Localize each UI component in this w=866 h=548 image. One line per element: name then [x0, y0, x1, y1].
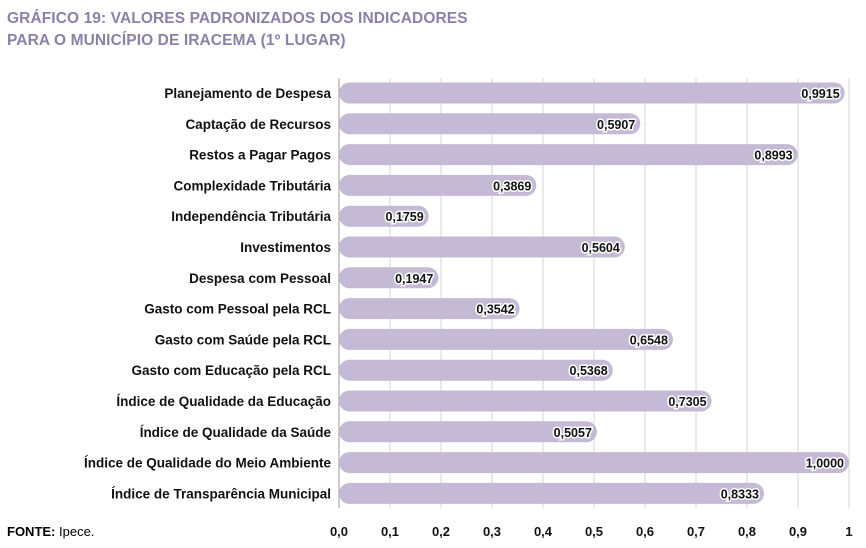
- data-label: 0,7305: [668, 395, 706, 409]
- category-label: Despesa com Pessoal: [189, 271, 331, 286]
- chart-title: GRÁFICO 19: VALORES PADRONIZADOS DOS IND…: [7, 8, 468, 52]
- x-tick-label: 1: [845, 524, 852, 539]
- bar: [339, 328, 673, 350]
- bar: [339, 174, 537, 196]
- category-label: Investimentos: [240, 240, 331, 255]
- data-label: 0,6548: [630, 333, 668, 347]
- bar: [339, 298, 520, 320]
- bar: [339, 82, 845, 104]
- data-label: 0,8333: [721, 487, 759, 501]
- x-tick-label: 0,0: [330, 524, 348, 539]
- category-label: Captação de Recursos: [185, 117, 331, 132]
- data-label: 0,5604: [582, 241, 620, 255]
- category-label: Complexidade Tributária: [173, 178, 331, 193]
- x-tick-label: 0,4: [534, 524, 553, 539]
- bar: [339, 205, 429, 227]
- category-label: Gasto com Educação pela RCL: [131, 363, 331, 378]
- category-label: Índice de Qualidade da Saúde: [140, 425, 332, 440]
- x-tick-label: 0,9: [789, 524, 807, 539]
- data-label: 0,5057: [554, 426, 592, 440]
- bar: [339, 236, 625, 258]
- source-text: Ipece.: [55, 524, 95, 539]
- source-label: FONTE:: [7, 524, 56, 539]
- data-label: 0,5907: [597, 118, 635, 132]
- category-label: Gasto com Saúde pela RCL: [155, 332, 331, 347]
- x-tick-label: 0,5: [585, 524, 603, 539]
- bar: [339, 421, 597, 443]
- data-label: 0,5368: [570, 364, 608, 378]
- category-label: Gasto com Pessoal pela RCL: [144, 302, 331, 317]
- title-line-2: PARA O MUNICÍPIO DE IRACEMA (1º LUGAR): [7, 32, 346, 49]
- category-label: Planejamento de Despesa: [164, 86, 331, 101]
- data-label: 0,8993: [754, 149, 792, 163]
- bar: [339, 482, 764, 504]
- x-tick-label: 0,1: [381, 524, 399, 539]
- x-tick-label: 0,8: [738, 524, 756, 539]
- x-tick-label: 0,7: [687, 524, 705, 539]
- data-label: 0,1759: [385, 210, 423, 224]
- x-tick-label: 0,3: [483, 524, 501, 539]
- category-label: Restos a Pagar Pagos: [189, 148, 331, 163]
- data-label: 0,3869: [493, 179, 531, 193]
- x-tick-label: 0,2: [432, 524, 450, 539]
- data-label: 0,3542: [476, 303, 514, 317]
- bar: [339, 144, 798, 166]
- data-label: 0,1947: [395, 272, 433, 286]
- data-label: 0,9915: [801, 87, 839, 101]
- category-label: Independência Tributária: [171, 209, 331, 224]
- bar: [339, 390, 712, 412]
- source-note: FONTE: Ipece.: [7, 524, 94, 539]
- category-label: Índice de Transparência Municipal: [111, 486, 331, 501]
- data-label: 1,0000: [806, 457, 844, 471]
- bar: [339, 359, 613, 381]
- x-tick-label: 0,6: [636, 524, 654, 539]
- bar: [339, 267, 439, 289]
- title-line-1: GRÁFICO 19: VALORES PADRONIZADOS DOS IND…: [7, 10, 468, 27]
- bar: [339, 113, 641, 135]
- category-label: Índice de Qualidade do Meio Ambiente: [84, 456, 332, 471]
- bar: [339, 452, 849, 474]
- category-label: Índice de Qualidade da Educação: [116, 394, 331, 409]
